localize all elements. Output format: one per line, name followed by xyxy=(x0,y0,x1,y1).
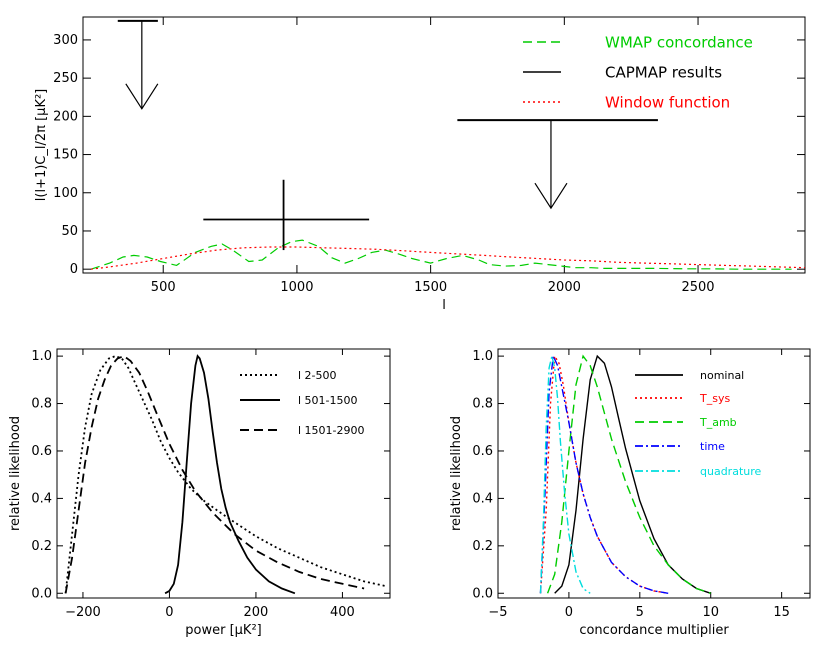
legend-item: quadrature xyxy=(635,465,762,478)
x-tick-label: −5 xyxy=(488,605,507,620)
plot-area xyxy=(90,19,805,270)
x-tick-label: 5 xyxy=(636,605,644,620)
series-line-1 xyxy=(164,354,296,595)
x-tick-label: 2000 xyxy=(548,280,581,295)
x-tick-label: 1500 xyxy=(414,280,447,295)
series-line-2 xyxy=(546,354,711,594)
y-tick-label: 1.0 xyxy=(31,349,52,364)
y-tick-label: 0.8 xyxy=(31,397,52,412)
x-tick-label: 500 xyxy=(151,280,176,295)
legend-label: nominal xyxy=(700,369,744,382)
legend-item: T_sys xyxy=(635,392,730,405)
plot-area xyxy=(64,354,386,595)
x-tick-label: 2500 xyxy=(681,280,714,295)
x-tick-label: 1000 xyxy=(280,280,313,295)
series-line-1 xyxy=(539,353,669,594)
y-tick-label: 0.4 xyxy=(31,491,52,506)
x-axis-label: power [μK²] xyxy=(185,623,261,638)
y-tick-label: 100 xyxy=(53,186,78,201)
x-tick-label: 10 xyxy=(702,605,719,620)
x-tick-label: −200 xyxy=(65,605,101,620)
plot-area xyxy=(539,353,711,594)
upper-limit-marker xyxy=(457,119,658,210)
plot-frame xyxy=(82,16,806,274)
y-tick-label: 50 xyxy=(61,224,78,239)
y-tick-label: 0.2 xyxy=(31,539,52,554)
x-tick-label: 200 xyxy=(244,605,269,620)
y-tick-label: 0.0 xyxy=(472,586,493,601)
bottom-left-panel: −200 0 200 400 0.0 0.2 0.4 0.6 0.8 1.0 power [μK²]… xyxy=(8,348,391,638)
legend-item: l 2-500 xyxy=(240,369,337,382)
legend-label: Window function xyxy=(605,93,730,111)
y-tick-label: 0.8 xyxy=(472,397,493,412)
series-line-3 xyxy=(539,353,669,594)
y-tick-label: 150 xyxy=(53,148,78,163)
legend-item: Window function xyxy=(523,93,730,111)
x-tick-label: 15 xyxy=(773,605,790,620)
legend-item: nominal xyxy=(635,369,744,382)
legend-label: T_amb xyxy=(699,416,737,429)
y-tick-label: 0.6 xyxy=(31,444,52,459)
series-line-2 xyxy=(64,355,365,594)
legend-item: T_amb xyxy=(635,416,737,429)
y-tick-label: 1.0 xyxy=(472,349,493,364)
bottom-right-panel: −5 0 5 10 15 0.0 0.2 0.4 0.6 0.8 1.0 concordance mu… xyxy=(449,348,811,638)
y-tick-label: 0.6 xyxy=(472,444,493,459)
legend-item: WMAP concordance xyxy=(523,33,753,51)
upper-limit-marker xyxy=(117,19,159,110)
legend-label: l 1501-2900 xyxy=(298,424,365,437)
series-line-4 xyxy=(539,355,591,594)
error-bar xyxy=(203,179,370,251)
legend-item: l 501-1500 xyxy=(240,394,358,407)
x-axis-label: l xyxy=(442,298,446,313)
x-tick-label: 400 xyxy=(330,605,355,620)
plot-frame xyxy=(497,348,811,599)
legend-item: CAPMAP results xyxy=(523,63,722,81)
plot-frame xyxy=(56,348,391,599)
legend-label: l 501-1500 xyxy=(298,394,358,407)
series-line-1 xyxy=(90,246,805,270)
legend-label: CAPMAP results xyxy=(605,63,722,81)
legend-label: time xyxy=(700,440,725,453)
legend-label: quadrature xyxy=(700,465,762,478)
legend-item: time xyxy=(635,440,725,453)
legend-label: l 2-500 xyxy=(298,369,337,382)
y-tick-label: 0 xyxy=(70,262,78,277)
series-line-0 xyxy=(64,355,386,594)
y-tick-label: 0.0 xyxy=(31,586,52,601)
y-tick-label: 300 xyxy=(53,33,78,48)
top-panel: 500 1000 1500 2000 2500 0 50 100 150 200 250 300 l l(… xyxy=(34,16,806,313)
y-tick-label: 250 xyxy=(53,71,78,86)
x-tick-label: 0 xyxy=(565,605,573,620)
legend-label: WMAP concordance xyxy=(605,33,753,51)
legend-item: l 1501-2900 xyxy=(240,424,365,437)
x-axis-label: concordance multiplier xyxy=(579,623,729,638)
y-tick-label: 200 xyxy=(53,109,78,124)
legend-label: T_sys xyxy=(699,392,730,405)
y-axis-label: relative likelihood xyxy=(8,416,23,531)
series-line-0 xyxy=(554,354,711,594)
series-line-0 xyxy=(90,239,792,270)
y-axis-label: relative likelihood xyxy=(449,416,464,531)
y-tick-label: 0.2 xyxy=(472,539,493,554)
x-tick-label: 0 xyxy=(165,605,173,620)
y-tick-label: 0.4 xyxy=(472,491,493,506)
y-axis-label: l(l+1)C_l/2π [μK²] xyxy=(34,89,49,201)
